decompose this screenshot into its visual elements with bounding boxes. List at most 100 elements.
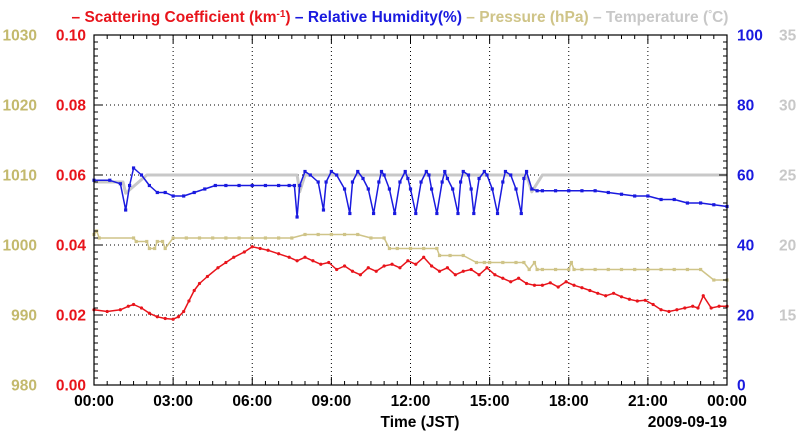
- data-point: [696, 306, 700, 310]
- data-point: [263, 183, 268, 188]
- data-point: [250, 236, 254, 240]
- data-point: [131, 166, 136, 170]
- data-point: [398, 266, 402, 270]
- data-point: [485, 173, 489, 177]
- data-point: [205, 274, 210, 279]
- scattering-tick-label: 0.10: [56, 28, 86, 45]
- data-point: [128, 183, 132, 188]
- data-point: [461, 269, 465, 273]
- data-point: [377, 180, 381, 184]
- series-line-2: [93, 230, 727, 281]
- data-point: [419, 180, 423, 184]
- data-point: [604, 294, 608, 298]
- data-point: [342, 187, 347, 191]
- series-relative-humidity: [92, 166, 729, 219]
- data-point: [532, 260, 537, 265]
- data-point: [250, 245, 254, 249]
- data-point: [350, 180, 355, 184]
- data-point: [633, 194, 637, 198]
- data-point: [290, 236, 294, 240]
- data-point: [685, 201, 690, 205]
- data-point: [232, 255, 236, 259]
- data-point: [646, 267, 650, 272]
- data-point: [153, 246, 157, 251]
- data-point: [596, 291, 600, 295]
- title-dash-0: –: [72, 9, 85, 26]
- data-point: [712, 203, 716, 207]
- x-tick-label: 00:00: [707, 393, 747, 410]
- data-point: [329, 232, 333, 237]
- data-point: [329, 169, 333, 174]
- series-layer: [92, 166, 729, 321]
- data-point: [379, 169, 384, 174]
- data-point: [216, 266, 220, 270]
- data-point: [643, 298, 647, 302]
- data-point: [482, 169, 486, 174]
- data-point: [535, 189, 539, 193]
- data-point: [459, 180, 463, 184]
- data-point: [567, 189, 571, 193]
- data-point: [717, 304, 721, 308]
- data-point: [606, 190, 610, 195]
- data-point: [461, 169, 465, 174]
- data-point: [277, 252, 281, 256]
- data-point: [430, 264, 434, 268]
- data-point: [213, 183, 217, 188]
- scattering-tick-label: 0.00: [56, 378, 86, 395]
- data-point: [672, 267, 676, 272]
- data-point: [474, 260, 479, 265]
- data-point: [356, 232, 360, 237]
- data-point: [477, 273, 481, 277]
- data-point: [350, 269, 355, 273]
- data-point: [593, 267, 597, 272]
- data-point: [131, 302, 136, 307]
- data-point: [203, 187, 207, 191]
- data-point: [424, 169, 428, 174]
- title-dash-2: –: [462, 9, 479, 26]
- plot-background: [94, 35, 727, 385]
- data-point: [522, 260, 526, 265]
- data-point: [406, 259, 410, 263]
- x-tick-label: 03:00: [153, 393, 193, 410]
- data-point: [527, 267, 531, 272]
- data-point: [414, 262, 418, 266]
- data-point: [382, 173, 386, 177]
- x-tick-label: 21:00: [628, 393, 668, 410]
- data-point: [311, 259, 315, 263]
- pressure-tick-label: 1010: [3, 168, 37, 185]
- data-point: [627, 297, 632, 301]
- humidity-tick-label: 80: [737, 98, 754, 115]
- data-point: [287, 255, 291, 259]
- data-point: [619, 295, 624, 299]
- x-axis-label: Time (JST): [381, 414, 460, 431]
- data-point: [97, 236, 101, 240]
- data-point: [298, 183, 302, 188]
- data-point: [659, 267, 663, 272]
- data-point: [192, 288, 196, 293]
- data-point: [461, 253, 465, 258]
- data-point: [540, 283, 544, 287]
- plot-area: [94, 35, 727, 385]
- title-dash-1: –: [291, 9, 308, 26]
- data-point: [108, 178, 112, 182]
- title-sup-0: -1: [277, 9, 286, 20]
- data-point: [342, 232, 347, 237]
- data-point: [197, 236, 202, 240]
- data-point: [118, 182, 122, 186]
- data-point: [292, 183, 297, 188]
- data-point: [540, 189, 544, 193]
- data-point: [382, 264, 386, 268]
- humidity-tick-label: 20: [737, 308, 754, 325]
- data-point: [501, 180, 505, 184]
- data-point: [488, 260, 492, 265]
- data-point: [277, 236, 281, 240]
- data-point: [672, 197, 676, 202]
- temperature-tick-label: 25: [779, 168, 797, 185]
- data-point: [659, 308, 663, 312]
- pressure-tick-label: 980: [11, 378, 37, 395]
- data-point: [493, 273, 497, 277]
- data-point: [437, 269, 442, 273]
- data-point: [139, 306, 144, 310]
- data-point: [477, 176, 481, 181]
- data-point: [482, 260, 486, 265]
